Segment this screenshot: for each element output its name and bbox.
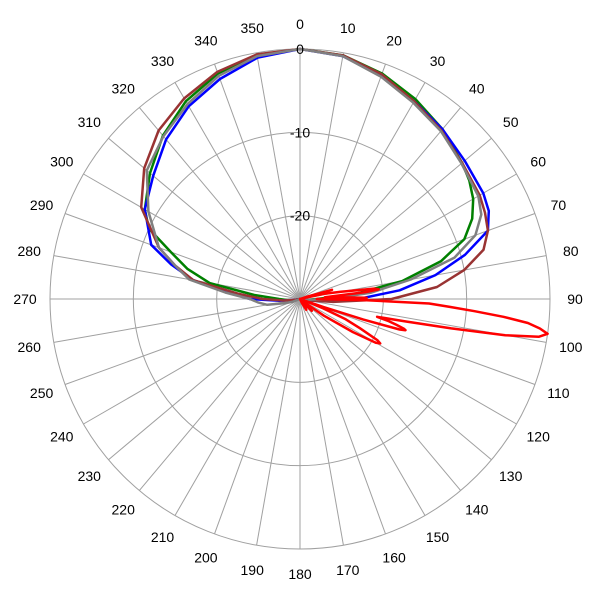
spoke-350 [256,52,301,300]
angle-tick-label: 110 [547,385,570,401]
series-line-5 [298,287,549,345]
spoke-50 [299,137,492,300]
spoke-210 [174,298,301,516]
angle-tick-label: 130 [499,468,523,484]
angle-tick-label: 170 [336,562,360,578]
angle-tick-label: 330 [151,53,175,69]
spoke-120 [299,298,517,425]
angle-tick-label: 280 [18,243,42,259]
angle-tick-label: 0 [296,16,304,32]
spoke-10 [299,52,344,300]
angle-tick-label: 340 [194,33,218,49]
angle-tick-label: 150 [426,529,450,545]
spoke-220 [138,298,301,491]
grid-spokes [50,49,550,549]
angle-tick-label: 180 [288,566,312,582]
angle-tick-label: 260 [18,339,42,355]
spoke-200 [214,298,301,535]
angle-tick-label: 350 [241,20,265,36]
spoke-170 [299,298,344,546]
angle-tick-label: 270 [13,291,37,307]
angle-tick-label: 20 [386,33,402,49]
spoke-160 [299,298,386,535]
spoke-20 [299,63,386,300]
angle-tick-label: 240 [50,429,74,445]
angle-tick-label: 250 [30,385,54,401]
spoke-340 [214,63,301,300]
spoke-130 [299,298,492,461]
radial-tick-label: -20 [290,208,310,224]
spoke-190 [256,298,301,546]
spoke-300 [83,173,301,300]
angle-tick-label: 300 [50,154,74,170]
series-line-1 [143,47,475,302]
radial-tick-labels: 0 -10 -20 [290,41,310,224]
angle-tick-label: 320 [112,80,136,96]
angle-tick-label: 290 [30,197,54,213]
angle-tick-label: 10 [340,20,356,36]
angle-tick-label: 70 [551,197,567,213]
spoke-40 [299,107,462,300]
spoke-230 [108,298,301,461]
angle-tick-label: 230 [78,468,102,484]
angle-tick-label: 200 [194,549,218,565]
angle-tick-label: 80 [563,243,579,259]
angle-tick-label: 50 [503,114,519,130]
angle-tick-labels: 0 10 20 30 40 50 60 70 80 90 100 110 120 130 140 150 160… [13,16,583,582]
spoke-280 [53,255,301,300]
angle-tick-label: 40 [469,80,485,96]
spoke-30 [299,82,426,300]
spoke-290 [64,213,301,300]
spoke-140 [299,298,462,491]
spoke-260 [53,298,301,343]
spoke-310 [108,137,301,300]
spoke-240 [83,298,301,425]
angle-tick-label: 120 [527,429,551,445]
angle-tick-label: 210 [151,529,175,545]
angle-tick-label: 190 [241,562,265,578]
angle-tick-label: 30 [430,53,446,69]
radial-tick-label: -10 [290,124,310,140]
spoke-150 [299,298,426,516]
angle-tick-label: 60 [530,154,546,170]
angle-tick-label: 310 [78,114,102,130]
angle-tick-label: 160 [382,549,406,565]
series-layer [139,47,549,345]
spoke-70 [299,213,536,300]
angle-tick-label: 90 [567,291,583,307]
angle-tick-label: 220 [112,502,136,518]
spoke-250 [64,298,301,385]
angle-tick-label: 140 [465,502,489,518]
series-line-4 [145,47,483,307]
angle-tick-label: 100 [559,339,583,355]
spoke-330 [174,82,301,300]
radial-tick-label: 0 [296,41,304,57]
